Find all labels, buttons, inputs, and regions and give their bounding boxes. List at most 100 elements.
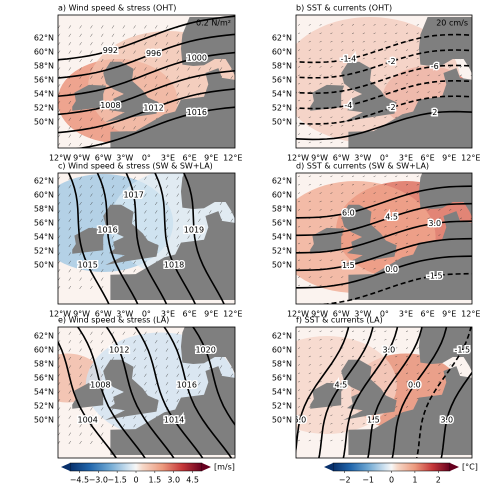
vector — [384, 339, 387, 341]
vector — [384, 330, 387, 332]
vector — [330, 217, 333, 219]
vector — [438, 226, 441, 228]
vector — [330, 330, 333, 332]
vector — [79, 210, 82, 214]
vector — [101, 58, 104, 63]
vector — [68, 185, 71, 189]
vector — [416, 372, 419, 374]
vector — [101, 407, 104, 411]
vector — [155, 42, 158, 46]
vector — [341, 41, 344, 43]
lat-label: 54°N — [272, 388, 292, 397]
vector — [90, 134, 93, 138]
lon-label: 0° — [142, 310, 151, 319]
contour — [342, 327, 399, 458]
vector — [133, 424, 136, 428]
land — [103, 204, 159, 265]
lon-label: 3°W — [354, 154, 371, 163]
vector — [144, 365, 147, 369]
vector — [319, 355, 322, 358]
vector — [330, 406, 333, 408]
contour — [76, 327, 146, 458]
vector — [297, 192, 301, 194]
land — [72, 382, 107, 409]
vector — [460, 322, 462, 323]
vector — [68, 67, 71, 71]
vector — [341, 330, 344, 332]
vector — [68, 348, 71, 352]
vector — [351, 192, 355, 194]
contour — [391, 327, 448, 458]
vector — [101, 210, 104, 214]
vector — [405, 372, 409, 374]
vector — [362, 184, 365, 186]
vector — [362, 41, 365, 43]
vector — [405, 49, 409, 51]
vector — [177, 323, 179, 326]
vector — [165, 42, 169, 46]
vector — [330, 49, 333, 51]
vector — [155, 84, 158, 88]
vector — [319, 226, 322, 228]
vector — [297, 209, 301, 211]
vector — [351, 234, 355, 236]
lat-label: 60°N — [34, 48, 54, 57]
lat-label: 60°N — [272, 346, 292, 355]
vector — [341, 49, 344, 51]
vector — [308, 414, 311, 416]
vector — [395, 372, 398, 374]
vector — [101, 109, 104, 113]
vector — [384, 414, 387, 416]
contour — [296, 64, 472, 95]
vector — [319, 49, 322, 51]
vector — [395, 192, 398, 194]
vector — [351, 268, 355, 270]
vector — [297, 226, 301, 228]
contour — [58, 340, 118, 458]
lat-label: 50°N — [272, 118, 292, 127]
vector — [90, 260, 93, 264]
contour-label: 996 — [146, 49, 161, 58]
colorbar-tick-label: −1 — [362, 476, 374, 485]
contour — [296, 110, 472, 141]
vector — [219, 210, 223, 214]
vector — [384, 322, 386, 323]
colorbar-end — [202, 463, 211, 471]
lon-label: 12°E — [461, 310, 480, 319]
vector — [79, 440, 82, 445]
vector — [90, 340, 93, 344]
vector — [297, 133, 301, 135]
vector — [79, 176, 82, 180]
vector — [373, 364, 376, 366]
vector — [188, 323, 190, 326]
vector — [101, 218, 104, 222]
panel-title: a) Wind speed & stress (OHT) — [58, 4, 176, 13]
vector — [395, 175, 398, 177]
contour-label: 4.5 — [385, 213, 398, 222]
vector — [297, 414, 301, 416]
vector — [384, 192, 387, 194]
vector — [373, 268, 376, 270]
vector — [79, 356, 82, 361]
vector — [351, 184, 355, 186]
vector — [68, 407, 71, 411]
vector — [438, 66, 441, 68]
vector — [133, 373, 136, 377]
vector — [373, 192, 376, 194]
vector — [373, 83, 376, 85]
vector — [165, 58, 169, 63]
vector — [319, 192, 322, 194]
vector — [308, 66, 311, 68]
lat-label: 54°N — [272, 90, 292, 99]
vector — [395, 389, 398, 391]
vector — [471, 322, 473, 323]
vector — [176, 218, 179, 222]
vector — [198, 210, 201, 214]
vector — [341, 125, 344, 127]
lon-label: 3°E — [161, 154, 175, 163]
lat-label: 58°N — [272, 62, 292, 71]
vector — [297, 242, 301, 245]
vector — [122, 269, 125, 273]
lon-label: 6°W — [333, 154, 350, 163]
vector — [438, 167, 440, 168]
